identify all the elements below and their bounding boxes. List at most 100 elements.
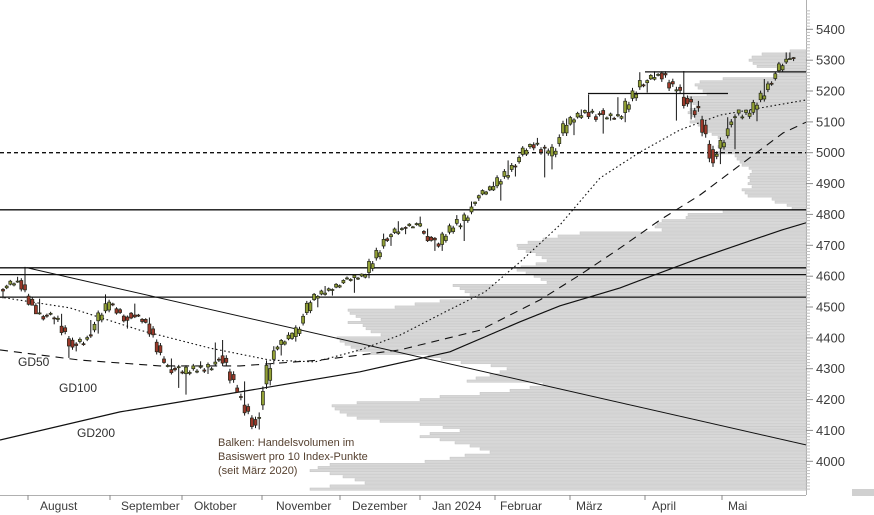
candle-down xyxy=(242,404,247,414)
gd50-label: GD50 xyxy=(18,355,50,369)
volume-bar xyxy=(356,401,806,405)
candle-up xyxy=(458,225,463,228)
candle-down xyxy=(224,357,229,363)
volume-bar xyxy=(687,213,806,216)
volume-bar xyxy=(701,126,806,130)
volume-bar xyxy=(329,472,806,476)
y-axis-label: 4600 xyxy=(816,269,845,284)
y-axis-label: 5300 xyxy=(816,53,845,68)
volume-bar xyxy=(364,481,806,485)
volume-bar xyxy=(339,339,806,343)
candle-up xyxy=(762,95,767,100)
volume-bar xyxy=(439,299,806,303)
candle-up xyxy=(411,226,415,229)
candle-up xyxy=(312,293,316,301)
plot-area[interactable] xyxy=(0,49,806,491)
volume-bar xyxy=(439,438,806,442)
y-axis-label: 5400 xyxy=(816,22,845,37)
x-month-label: September xyxy=(121,499,180,513)
candle-up xyxy=(187,372,192,374)
candle-up xyxy=(491,186,496,191)
candle-up xyxy=(608,113,613,117)
x-month-label: Mai xyxy=(728,499,747,513)
candle-down xyxy=(70,339,75,348)
candle-down xyxy=(700,119,704,133)
volume-bar xyxy=(789,49,806,53)
x-month-label: März xyxy=(576,499,603,513)
candle-down xyxy=(114,308,119,314)
candle-down xyxy=(67,338,71,347)
volume-bar xyxy=(460,361,806,365)
x-month-label: August xyxy=(40,499,78,513)
candle-down xyxy=(513,165,518,168)
candle-down xyxy=(641,84,646,87)
candle-up xyxy=(722,142,726,148)
candle-up xyxy=(440,233,445,245)
candle-up xyxy=(275,346,280,350)
candle-down xyxy=(88,334,93,337)
candle-down xyxy=(597,113,602,115)
volume-bar xyxy=(516,243,806,247)
candle-up xyxy=(37,312,42,315)
volume-bar xyxy=(464,290,806,294)
candle-up xyxy=(579,115,584,118)
volume-bar xyxy=(339,410,806,414)
candle-down xyxy=(689,99,693,103)
candle-up xyxy=(652,77,657,80)
candle-down xyxy=(253,419,258,426)
descending-trendline xyxy=(26,267,806,446)
candle-up xyxy=(744,109,748,113)
candle-up xyxy=(176,366,181,369)
volume-bar xyxy=(706,92,806,96)
volume-bar xyxy=(499,370,806,374)
y-axis-label: 5000 xyxy=(816,145,845,160)
volume-bar xyxy=(469,293,806,297)
candle-up xyxy=(290,332,294,339)
volume-bar xyxy=(786,203,806,207)
y-axis-label: 4200 xyxy=(816,392,845,407)
candle-down xyxy=(180,371,185,374)
volume-bar xyxy=(355,314,806,318)
candle-up xyxy=(550,146,554,157)
volume-bar xyxy=(424,459,806,463)
volume-bar xyxy=(694,83,806,87)
volume-bar xyxy=(747,176,806,179)
candle-up xyxy=(12,283,16,286)
volume-bar xyxy=(749,179,806,182)
y-axis[interactable]: 5400 5300 5200 5100 5000 4900 4800 4700 4600 4500… xyxy=(806,0,845,495)
candle-down xyxy=(23,284,27,291)
candle-down xyxy=(685,97,690,105)
candle-down xyxy=(45,314,49,317)
volume-bar xyxy=(702,89,806,93)
volume-bar xyxy=(509,388,806,392)
scrollbar-corner[interactable] xyxy=(852,489,874,496)
candle-down xyxy=(692,110,697,116)
candle-up xyxy=(374,250,379,259)
x-month-label: April xyxy=(652,499,676,513)
candle-up xyxy=(444,235,448,241)
volume-bar xyxy=(527,240,806,244)
volume-bar xyxy=(347,321,806,324)
volume-bar xyxy=(379,419,806,423)
candlesticks xyxy=(1,52,796,430)
candle-up xyxy=(773,73,778,79)
volume-bar xyxy=(761,52,806,56)
candle-up xyxy=(396,231,401,234)
volume-bar xyxy=(517,247,806,250)
x-axis[interactable]: August September Oktober November Dezember Ja… xyxy=(0,495,806,513)
candle-up xyxy=(517,157,521,163)
candle-up xyxy=(92,323,97,331)
candle-up xyxy=(557,137,562,144)
y-axis-label: 4500 xyxy=(816,300,845,315)
candle-up xyxy=(56,317,60,320)
candle-down xyxy=(422,231,426,234)
volume-bar xyxy=(533,274,806,278)
volume-annotation: Balken: Handelsvolumen im Basiswert pro … xyxy=(218,436,368,478)
candle-up xyxy=(48,312,53,315)
candle-up xyxy=(568,117,573,125)
volume-bar xyxy=(654,225,806,229)
volume-bar xyxy=(656,222,806,226)
candle-down xyxy=(217,358,221,361)
volume-bar xyxy=(540,277,806,281)
